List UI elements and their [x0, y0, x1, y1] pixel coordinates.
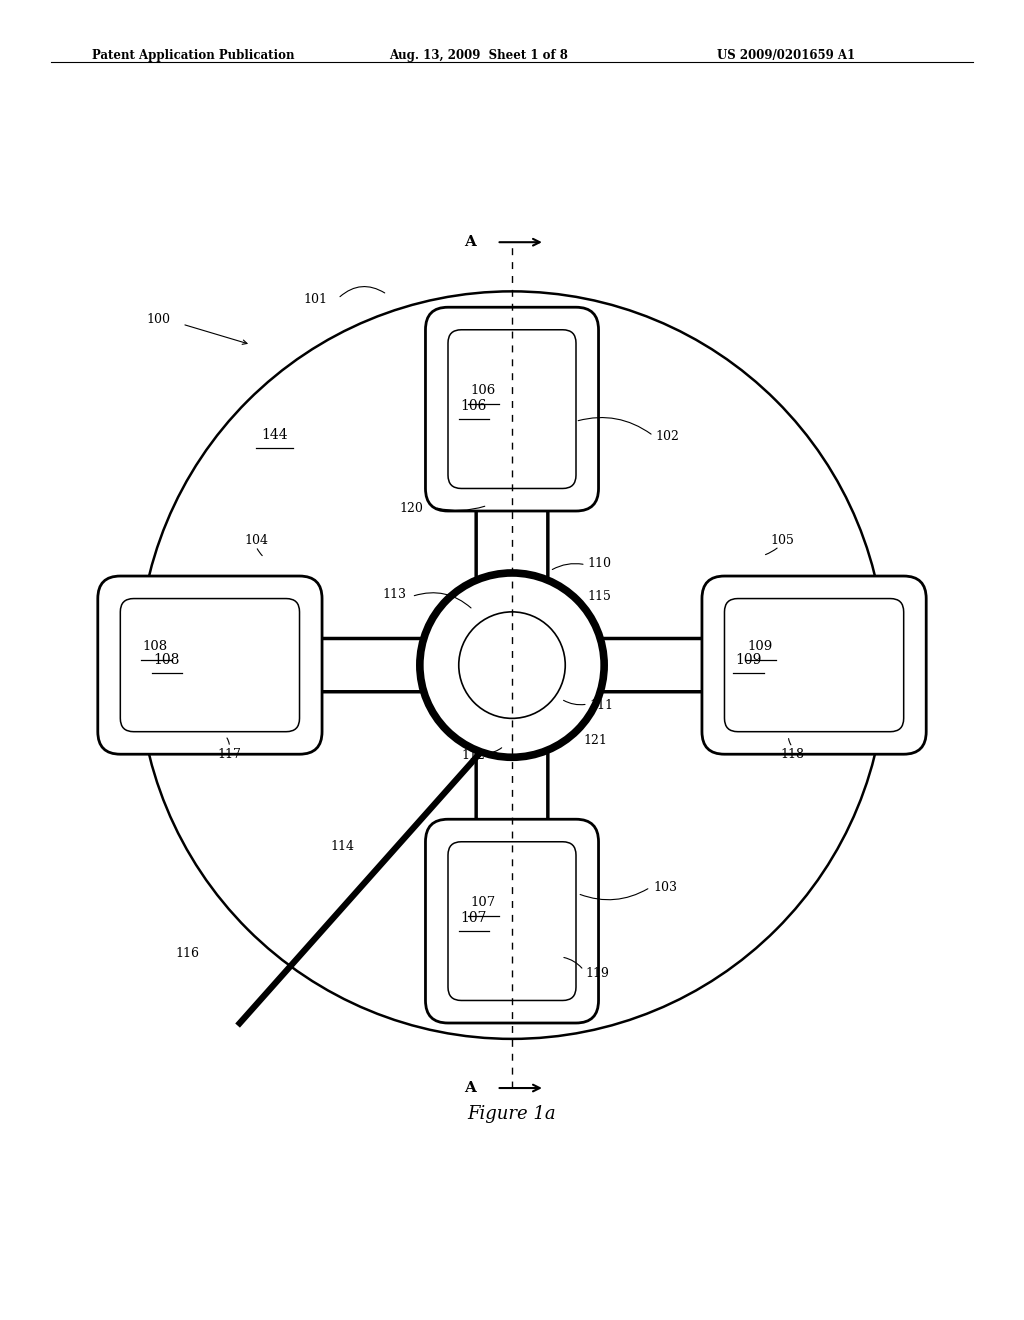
Text: 106: 106: [471, 384, 496, 397]
Text: 106: 106: [461, 399, 487, 413]
FancyBboxPatch shape: [285, 639, 432, 692]
Text: 113: 113: [382, 587, 407, 601]
FancyBboxPatch shape: [592, 639, 739, 692]
Text: 117: 117: [217, 747, 242, 760]
Text: 111: 111: [590, 698, 613, 711]
Text: 108: 108: [142, 640, 168, 653]
Text: 104: 104: [244, 533, 268, 546]
Text: 105: 105: [770, 533, 795, 546]
Text: 120: 120: [399, 502, 424, 515]
Text: 108: 108: [154, 653, 180, 667]
Text: A: A: [464, 1081, 476, 1096]
Text: 116: 116: [175, 948, 200, 961]
Text: 114: 114: [330, 840, 354, 853]
Text: 119: 119: [586, 966, 609, 979]
Text: Patent Application Publication: Patent Application Publication: [92, 49, 295, 62]
Text: 107: 107: [471, 896, 496, 909]
FancyBboxPatch shape: [702, 576, 926, 754]
FancyBboxPatch shape: [426, 308, 598, 511]
Text: 115: 115: [588, 590, 611, 603]
Text: 109: 109: [735, 653, 762, 667]
Text: 118: 118: [780, 747, 805, 760]
Text: US 2009/0201659 A1: US 2009/0201659 A1: [717, 49, 855, 62]
Text: 102: 102: [655, 430, 679, 444]
Text: 101: 101: [303, 293, 328, 306]
Text: 110: 110: [588, 557, 611, 570]
FancyBboxPatch shape: [476, 744, 548, 857]
Circle shape: [420, 573, 604, 758]
Text: 103: 103: [653, 880, 677, 894]
Text: Aug. 13, 2009  Sheet 1 of 8: Aug. 13, 2009 Sheet 1 of 8: [389, 49, 568, 62]
Text: A: A: [464, 235, 476, 249]
Text: 100: 100: [146, 313, 171, 326]
FancyBboxPatch shape: [98, 576, 322, 754]
Text: Figure 1a: Figure 1a: [468, 1105, 556, 1122]
Text: 121: 121: [584, 734, 607, 747]
Text: 107: 107: [461, 911, 487, 925]
Text: 109: 109: [748, 640, 772, 653]
Text: 144: 144: [261, 428, 288, 442]
FancyBboxPatch shape: [476, 474, 548, 585]
Text: 112: 112: [461, 748, 485, 762]
FancyBboxPatch shape: [426, 820, 598, 1023]
